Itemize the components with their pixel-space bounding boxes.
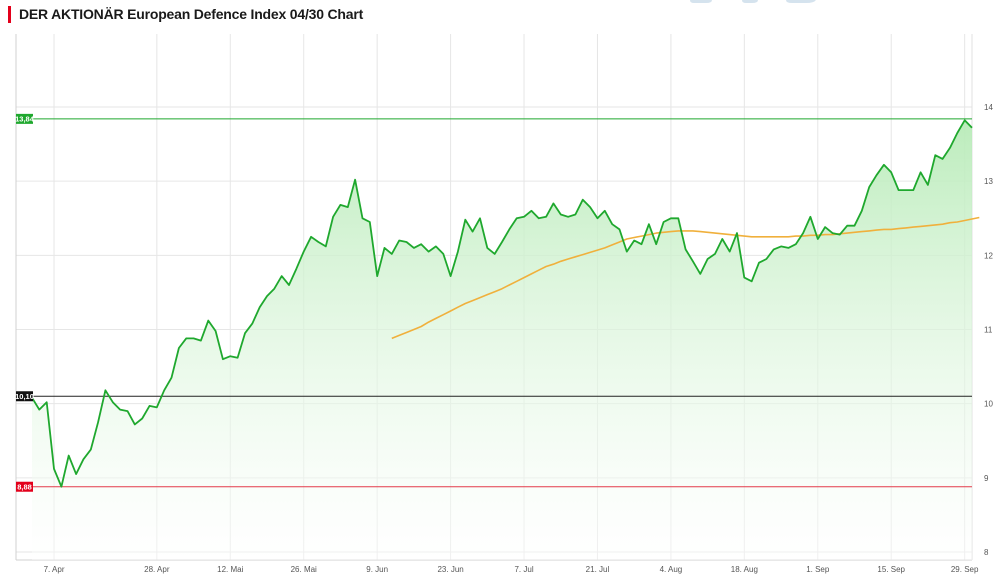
x-tick-label: 1. Sep xyxy=(806,565,830,574)
y-tick-label: 10 xyxy=(984,400,993,409)
y-tick-label: 13 xyxy=(984,177,993,186)
partial-logo-graphic xyxy=(690,0,816,3)
last-marker-badge xyxy=(16,391,33,402)
x-tick-label: 15. Sep xyxy=(877,565,905,574)
x-tick-label: 7. Jul xyxy=(514,565,533,574)
last-marker-label: 10,10 xyxy=(15,392,34,401)
y-axis: 8 9 10 11 12 13 14 xyxy=(984,103,993,557)
x-tick-label: 29. Sep xyxy=(951,565,979,574)
y-tick-label: 9 xyxy=(984,474,989,483)
high-marker-badge xyxy=(16,113,33,124)
x-tick-label: 9. Jun xyxy=(366,565,388,574)
low-marker-label: 8,88 xyxy=(17,482,32,491)
chart-title: DER AKTIONÄR European Defence Index 04/3… xyxy=(19,6,364,22)
y-tick-label: 11 xyxy=(984,326,993,335)
x-tick-label: 12. Mai xyxy=(217,565,243,574)
x-tick-label: 21. Jul xyxy=(586,565,610,574)
x-tick-label: 4. Aug xyxy=(660,565,683,574)
x-tick-label: 18. Aug xyxy=(731,565,758,574)
price-line xyxy=(31,119,973,488)
y-tick-label: 12 xyxy=(984,251,993,260)
x-axis: 7. Apr 28. Apr 12. Mai 26. Mai 9. Jun 23. Jun… xyxy=(44,565,979,574)
high-marker-label: 13,84 xyxy=(15,115,35,124)
x-tick-label: 7. Apr xyxy=(44,565,65,574)
moving-average-line xyxy=(391,216,980,340)
price-area-fill xyxy=(32,120,972,561)
x-tick-label: 26. Mai xyxy=(291,565,317,574)
title-accent-bar xyxy=(8,5,11,23)
y-tick-label: 8 xyxy=(984,548,989,557)
low-marker-badge xyxy=(16,481,33,492)
price-markers: 13,84 10,10 8,88 xyxy=(15,113,35,492)
x-tick-label: 23. Jun xyxy=(437,565,463,574)
chart-header: DER AKTIONÄR European Defence Index 04/3… xyxy=(8,4,363,24)
reference-lines xyxy=(16,118,972,488)
y-tick-label: 14 xyxy=(984,103,993,112)
x-tick-label: 28. Apr xyxy=(144,565,170,574)
